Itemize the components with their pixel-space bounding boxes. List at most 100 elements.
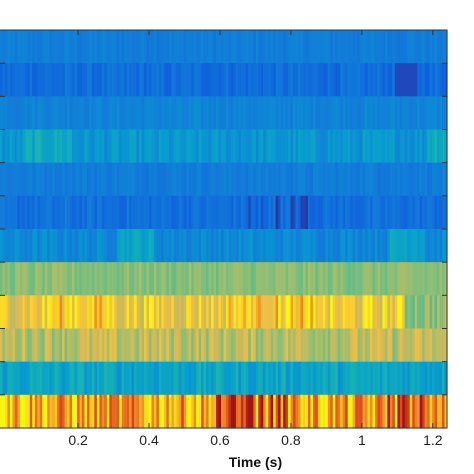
heatmap-cell: [280, 394, 284, 429]
heatmap-cell: [377, 361, 381, 396]
heatmap-cell: [372, 262, 376, 296]
heatmap-cell: [54, 394, 58, 429]
heatmap-cell: [24, 295, 28, 330]
heatmap-cell: [69, 229, 73, 263]
heatmap-cell: [216, 262, 220, 296]
heatmap-cell: [14, 195, 18, 230]
heatmap-cell: [298, 162, 302, 197]
heatmap-cell: [347, 63, 351, 97]
heatmap-cell: [104, 195, 108, 230]
heatmap-cell: [52, 129, 56, 164]
heatmap-cell: [350, 129, 354, 164]
heatmap-cell: [288, 96, 292, 131]
heatmap-cell: [76, 229, 81, 263]
heatmap-cell: [47, 162, 51, 197]
heatmap-cell: [317, 295, 321, 330]
heatmap-cell: [7, 361, 11, 396]
heatmap-cell: [392, 63, 396, 97]
heatmap-cell: [44, 295, 48, 330]
heatmap-cell: [206, 30, 210, 64]
heatmap-cell: [136, 229, 140, 263]
heatmap-cell: [233, 129, 237, 164]
heatmap-cell: [384, 295, 388, 330]
heatmap-cell: [44, 63, 48, 97]
heatmap-cell: [414, 63, 418, 97]
heatmap-cell: [300, 162, 304, 197]
heatmap-cell: [178, 361, 182, 396]
heatmap-cell: [322, 328, 326, 363]
heatmap-cell: [146, 63, 150, 97]
heatmap-cell: [218, 295, 222, 330]
heatmap-cell: [173, 328, 177, 363]
heatmap-cell: [330, 229, 334, 263]
heatmap-cell: [312, 328, 316, 363]
heatmap-cell: [131, 295, 135, 330]
y-axis-ticks: [0, 29, 447, 429]
heatmap-cell: [280, 361, 284, 396]
heatmap-cell: [119, 328, 123, 363]
heatmap-cell: [235, 129, 239, 164]
heatmap-cell: [377, 129, 381, 164]
heatmap-cell: [310, 162, 314, 197]
heatmap-cell: [173, 195, 177, 230]
heatmap-cell: [144, 63, 148, 97]
heatmap-cell: [414, 195, 418, 230]
heatmap-cell: [213, 229, 217, 263]
heatmap-cell: [131, 394, 135, 429]
heatmap-cell: [317, 129, 321, 164]
heatmap-cell: [32, 295, 36, 330]
heatmap-cell: [337, 63, 341, 97]
heatmap-cell: [4, 162, 9, 197]
heatmap-cell: [362, 129, 366, 164]
heatmap-cell: [439, 394, 443, 429]
heatmap-cell: [188, 262, 192, 296]
heatmap-cell: [278, 394, 282, 429]
heatmap-cell: [111, 295, 115, 330]
heatmap-cell: [67, 195, 71, 230]
heatmap-cell: [389, 96, 393, 131]
heatmap-cell: [2, 195, 6, 230]
heatmap-cell: [417, 328, 421, 363]
heatmap-cell: [208, 295, 212, 330]
heatmap-cell: [399, 394, 403, 429]
heatmap-cell: [288, 394, 292, 429]
heatmap-cell: [96, 96, 100, 131]
heatmap-cell: [444, 30, 448, 64]
heatmap-cell: [399, 361, 403, 396]
heatmap-cell: [260, 229, 264, 263]
heatmap-cell: [404, 361, 408, 396]
heatmap-cell: [275, 195, 279, 230]
heatmap-cell: [402, 63, 406, 97]
heatmap-cell: [191, 361, 195, 396]
heatmap-cell: [221, 195, 225, 230]
heatmap-cell: [221, 30, 225, 64]
heatmap-cell: [104, 262, 108, 296]
heatmap-cell: [442, 195, 446, 230]
heatmap-cell: [293, 30, 297, 64]
heatmap-cell: [302, 96, 307, 131]
heatmap-cell: [2, 96, 6, 131]
heatmap-cell: [221, 361, 225, 396]
heatmap-cell: [12, 162, 16, 197]
heatmap-cell: [235, 262, 239, 296]
heatmap-cell: [290, 63, 294, 97]
heatmap-cell: [156, 129, 160, 164]
heatmap-cell: [424, 328, 428, 363]
heatmap-cell: [417, 30, 421, 64]
heatmap-cell: [139, 394, 143, 429]
heatmap-cell: [168, 63, 172, 97]
heatmap-cell: [305, 63, 309, 97]
heatmap-cell: [270, 63, 274, 97]
heatmap-cell: [198, 394, 202, 429]
heatmap-cell: [17, 96, 21, 131]
heatmap-cell: [14, 63, 18, 97]
heatmap-cell: [216, 63, 220, 97]
heatmap-cell: [432, 195, 436, 230]
heatmap-cell: [258, 394, 262, 429]
heatmap-cell: [322, 295, 326, 330]
heatmap-cell: [325, 295, 329, 330]
heatmap-cell: [22, 262, 26, 296]
heatmap-cell: [171, 96, 175, 131]
heatmap-cell: [134, 129, 138, 164]
heatmap-cell: [365, 295, 369, 330]
